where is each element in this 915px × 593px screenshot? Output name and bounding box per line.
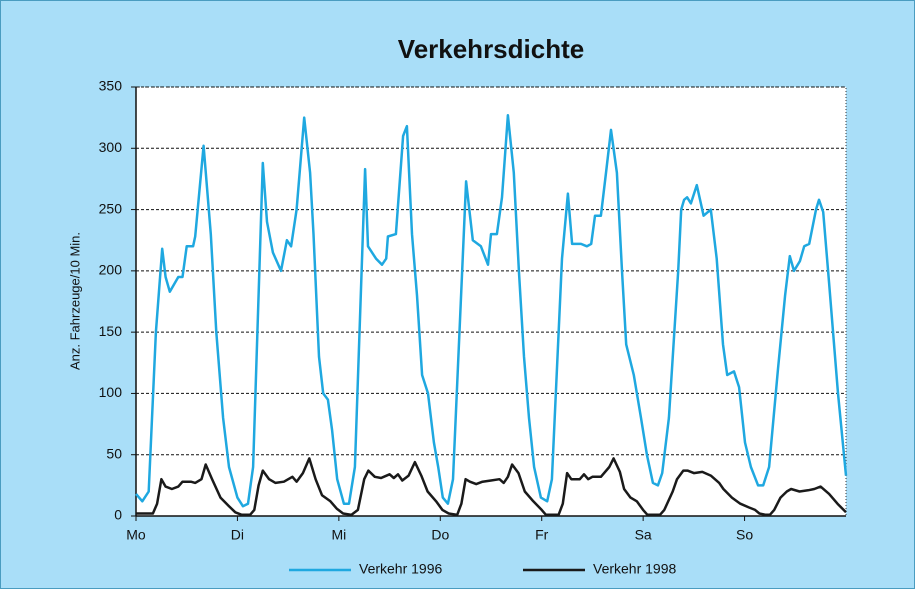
series-line <box>135 113 848 508</box>
y-tick-label: 200 <box>99 262 123 278</box>
x-tick-label: Mi <box>331 527 346 543</box>
y-tick-label: 0 <box>114 507 122 523</box>
y-tick-label: 50 <box>106 445 122 461</box>
x-tick-label: Do <box>431 527 449 543</box>
y-axis-label: Anz. Fahrzeuge/10 Min. <box>67 232 82 370</box>
chart-title: Verkehrsdichte <box>398 34 584 64</box>
legend-label: Verkehr 1996 <box>359 561 442 577</box>
x-tick-label: Di <box>231 527 244 543</box>
y-tick-label: 100 <box>99 384 123 400</box>
x-tick-label: Mo <box>126 527 146 543</box>
series-line <box>136 457 847 517</box>
legend-label: Verkehr 1998 <box>593 561 676 577</box>
x-tick-label: So <box>736 527 753 543</box>
x-tick-label: Fr <box>535 527 549 543</box>
y-tick-label: 250 <box>99 200 123 216</box>
y-tick-label: 300 <box>99 139 123 155</box>
y-tick-label: 150 <box>99 323 123 339</box>
plot-area <box>135 86 847 517</box>
y-tick-label: 350 <box>99 78 123 94</box>
x-tick-label: Sa <box>635 527 652 543</box>
